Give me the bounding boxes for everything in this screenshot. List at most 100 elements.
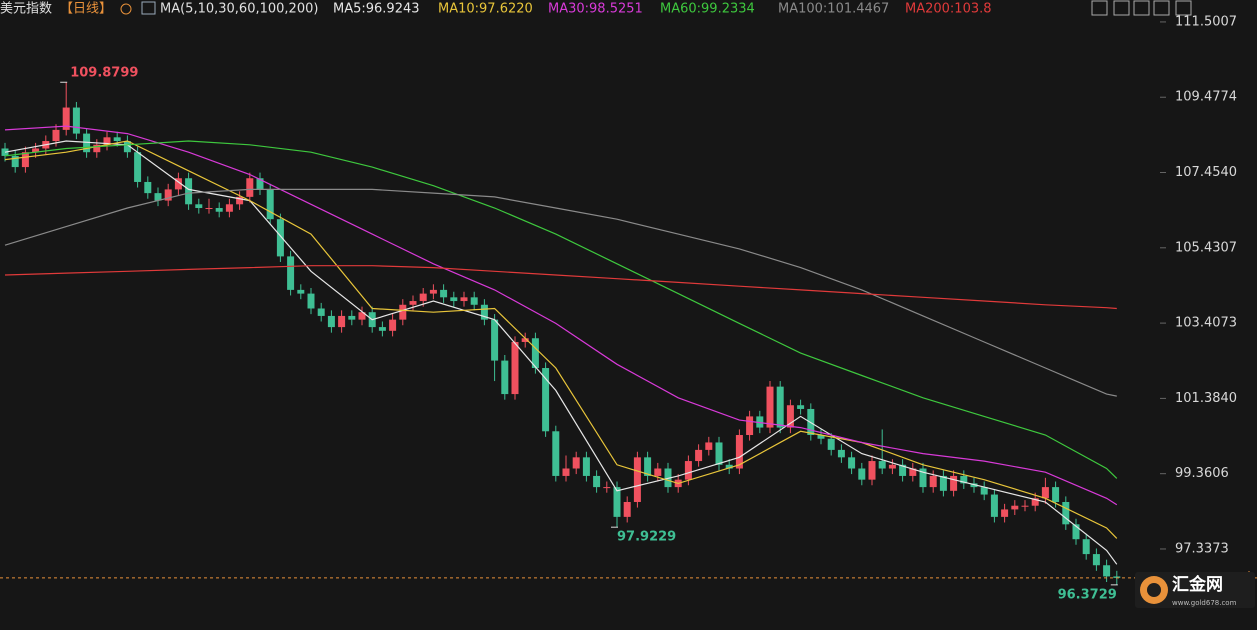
candle-body — [246, 178, 254, 197]
watermark: 汇金网 www.gold678.com — [1135, 572, 1255, 608]
candle-body — [909, 468, 917, 476]
candle-body — [531, 338, 539, 369]
candle-body — [32, 148, 40, 153]
ma-line — [4, 140, 1118, 479]
candle-body — [419, 293, 427, 302]
annotation-label: 97.9229 — [617, 530, 676, 545]
candle-body — [919, 468, 927, 488]
logo-box — [1135, 572, 1255, 608]
candle-body — [797, 405, 805, 409]
candle-body — [960, 475, 968, 484]
candle-body — [164, 189, 172, 201]
candle-body — [593, 475, 601, 488]
candle-body — [613, 487, 621, 517]
candle-body — [542, 368, 550, 432]
candle-body — [348, 315, 356, 320]
ma-line — [4, 188, 1117, 397]
candle-body — [888, 464, 896, 469]
tool-icon[interactable] — [1113, 0, 1130, 16]
candle-body — [62, 107, 70, 130]
annotation-label: 109.8799 — [70, 66, 138, 81]
y-tick-label: 103.4073 — [1175, 316, 1237, 331]
candle-body — [1082, 539, 1090, 555]
candle-body — [317, 308, 325, 316]
candle-body — [939, 475, 947, 491]
toolbar — [1091, 0, 1192, 16]
candle-body — [756, 416, 764, 428]
candle-body — [644, 457, 652, 476]
candle-body — [684, 461, 692, 480]
candle-body — [929, 475, 937, 488]
y-tick-label: 99.3606 — [1175, 466, 1229, 481]
y-tick-label: 105.4307 — [1175, 240, 1237, 255]
candle-body — [695, 449, 703, 462]
tool-icon[interactable] — [1175, 0, 1192, 16]
candle-body — [623, 501, 631, 517]
candle-body — [113, 137, 121, 142]
candle-body — [1031, 498, 1039, 506]
candle-body — [817, 435, 825, 439]
candle-body — [735, 435, 743, 469]
candle-body — [378, 327, 386, 331]
candle-body — [1103, 565, 1111, 577]
y-tick-label: 101.3840 — [1175, 391, 1237, 406]
candle-body — [980, 487, 988, 495]
candle-body — [654, 468, 662, 476]
candle-body — [52, 129, 60, 142]
candle-body — [582, 457, 590, 476]
candle-body — [225, 204, 233, 212]
settings-icon[interactable] — [120, 3, 132, 15]
candle-body — [450, 297, 458, 302]
candle-body — [837, 449, 845, 458]
candle-body — [440, 289, 448, 298]
candle-body — [358, 312, 366, 320]
y-tick-label: 109.4774 — [1175, 90, 1237, 105]
candle-body — [848, 457, 856, 469]
ma-icon[interactable] — [141, 1, 156, 15]
tool-icon[interactable] — [1133, 0, 1150, 16]
tool-icon[interactable] — [1153, 0, 1170, 16]
logo-icon-inner — [1147, 583, 1161, 597]
candle-body — [1113, 576, 1121, 578]
period[interactable]: 【日线】 — [60, 2, 112, 17]
candle-body — [144, 181, 152, 194]
candle-body — [572, 457, 580, 469]
candle-body — [1062, 501, 1070, 525]
candle-body — [1021, 505, 1029, 507]
candle-body — [511, 341, 519, 395]
tool-icon[interactable] — [1091, 0, 1108, 16]
candle-body — [338, 315, 346, 328]
candle-body — [521, 338, 529, 342]
legend-label: MA5:96.9243 — [333, 2, 420, 17]
candle-body — [1041, 487, 1049, 499]
candle-body — [174, 178, 182, 190]
candle-body — [11, 155, 19, 168]
ma-line — [4, 140, 1118, 565]
candle-body — [1072, 524, 1080, 540]
candle-body — [786, 405, 794, 428]
legend-label: MA100:101.4467 — [778, 2, 889, 17]
candle-body — [123, 141, 131, 153]
ma-params: MA(5,10,30,60,100,200) — [160, 2, 318, 17]
legend-label: MA10:97.6220 — [438, 2, 533, 17]
candle-body — [72, 107, 80, 134]
candle-body — [83, 133, 91, 153]
candle-body — [93, 144, 101, 153]
candle-body — [970, 483, 978, 488]
candle-body — [470, 297, 478, 305]
candle-body — [409, 301, 417, 305]
candle-body — [705, 442, 713, 450]
candle-body — [990, 494, 998, 517]
candle-body — [827, 438, 835, 450]
ma-line — [4, 125, 1118, 506]
candle-body — [633, 457, 641, 502]
legend-label: MA60:99.2334 — [660, 2, 755, 17]
chart-title: 美元指数 — [0, 2, 52, 17]
candle-body — [950, 475, 958, 491]
candle-body — [287, 256, 295, 290]
candle-body — [205, 208, 213, 210]
annotation-label: 96.3729 — [1058, 587, 1117, 602]
ma-line — [4, 265, 1117, 310]
candle-body — [480, 304, 488, 320]
